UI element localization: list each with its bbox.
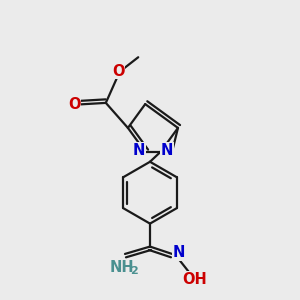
Text: N: N <box>133 143 145 158</box>
Text: N: N <box>161 143 173 158</box>
Text: OH: OH <box>182 272 206 287</box>
Text: NH: NH <box>110 260 134 275</box>
Text: N: N <box>172 245 185 260</box>
Text: O: O <box>112 64 124 79</box>
Text: O: O <box>68 97 81 112</box>
Text: 2: 2 <box>130 266 138 276</box>
